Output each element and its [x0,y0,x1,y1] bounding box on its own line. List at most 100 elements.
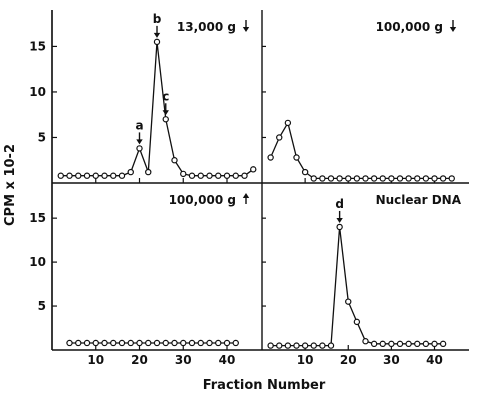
annotation-label-d: d [335,197,344,211]
data-point-p13k-4 [92,172,99,179]
panel-title-p13k: 13,000 g [177,20,236,34]
data-point-p100k_up-16 [206,339,213,347]
data-point-pnuc-0 [267,342,274,349]
data-point-p100k_down-13 [379,175,386,182]
data-point-pnuc-16 [405,340,412,348]
data-point-p100k_down-5 [310,175,317,182]
y-tick-label-p13k-15: 15 [29,39,46,53]
data-point-p100k_up-2 [83,339,91,347]
data-point-pnuc-15 [396,340,404,348]
y-tick-label-p100k_up-10: 10 [29,255,46,269]
x-tick-label-pnuc-20: 20 [340,353,357,367]
data-point-p13k-3 [83,172,91,179]
data-point-p13k-1 [66,172,73,179]
data-point-p100k_down-1 [276,134,283,141]
data-point-pnuc-11 [362,338,369,345]
data-point-p13k-16 [197,172,204,179]
panel-arrow-p100k_down [449,20,457,32]
data-point-p13k-5 [101,172,108,179]
data-point-p13k-0 [57,172,64,179]
series-line-pnuc [270,226,444,347]
data-point-pnuc-1 [276,342,283,349]
data-point-p100k_up-6 [118,339,126,347]
data-point-pnuc-18 [422,340,430,348]
data-point-p100k_down-9 [345,175,352,182]
annotation-arrow-a [136,132,143,145]
data-point-p100k_down-7 [327,175,335,182]
data-point-p100k_up-7 [127,339,134,347]
annotation-arrow-d [336,210,343,223]
annotation-label-a: a [135,118,143,132]
data-point-pnuc-14 [388,340,395,348]
data-point-pnuc-10 [353,318,361,326]
data-point-p100k_down-21 [448,175,455,182]
panel-title-p100k_up: 100,000 g [169,193,236,207]
data-point-p13k-22 [250,166,257,173]
annotation-arrow-c [162,103,169,116]
data-point-p100k_down-11 [362,175,369,182]
data-point-p100k_down-15 [396,175,404,182]
data-point-p100k_up-8 [136,339,143,347]
x-tick-label-p100k_up-30: 30 [175,353,192,367]
data-point-pnuc-7 [327,342,335,349]
data-point-pnuc-5 [310,342,317,349]
data-point-p100k_up-5 [110,339,117,347]
data-point-p100k_down-14 [388,175,395,182]
annotation-arrow-b [153,25,161,38]
x-tick-label-p100k_up-10: 10 [87,353,104,367]
data-point-p100k_down-3 [293,154,300,161]
data-point-p100k_down-2 [284,119,292,127]
data-point-p100k_up-13 [180,339,187,347]
data-point-pnuc-13 [379,340,386,348]
data-point-p13k-19 [223,172,231,179]
x-tick-label-pnuc-40: 40 [426,353,443,367]
data-point-p13k-7 [118,172,126,179]
annotation-label-b: b [153,12,162,26]
data-point-p100k_down-19 [431,175,438,182]
panel-title-p100k_down: 100,000 g [376,20,443,34]
y-tick-label-p13k-10: 10 [29,85,46,99]
data-point-pnuc-2 [284,342,292,349]
annotation-label-c: c [162,89,169,103]
data-point-pnuc-6 [319,342,326,349]
data-point-pnuc-20 [439,340,447,348]
data-point-p100k_down-0 [267,154,274,161]
data-point-p100k_down-4 [301,168,309,176]
data-point-p13k-21 [241,172,248,179]
panel-title-pnuc: Nuclear DNA [376,193,462,207]
data-point-p13k-15 [188,172,196,179]
data-point-pnuc-8 [336,223,343,231]
data-point-p13k-17 [206,172,213,179]
y-tick-label-p100k_up-15: 15 [29,211,46,225]
data-point-p100k_down-12 [370,175,378,182]
panel-arrow-p100k_up [242,193,250,204]
x-axis-label: Fraction Number [203,378,326,393]
data-point-p100k_up-3 [92,339,99,347]
x-tick-label-p100k_up-40: 40 [219,353,236,367]
panel-arrow-p13k [242,20,250,32]
data-point-p100k_down-6 [319,175,326,182]
data-point-pnuc-12 [370,340,378,348]
x-tick-label-p100k_up-20: 20 [131,353,148,367]
data-point-pnuc-17 [414,340,421,348]
data-point-p13k-2 [75,172,82,179]
data-point-p13k-9 [136,145,143,152]
data-point-p100k_up-14 [188,339,196,347]
x-tick-label-pnuc-30: 30 [383,353,400,367]
data-point-p100k_down-17 [414,175,421,182]
data-point-p13k-18 [215,172,222,179]
data-point-p13k-13 [171,157,178,164]
data-point-p100k_up-18 [223,339,231,347]
data-point-p13k-12 [162,116,169,123]
data-point-p100k_up-0 [66,339,73,347]
data-point-p13k-20 [232,172,239,179]
data-point-p100k_up-19 [232,339,239,347]
data-point-p100k_up-15 [197,339,204,347]
data-point-p13k-6 [110,172,117,179]
data-point-p100k_down-8 [336,175,343,182]
data-point-p13k-11 [153,38,161,46]
data-point-p100k_up-4 [101,339,108,347]
data-point-pnuc-19 [431,340,438,348]
data-point-p100k_down-18 [422,175,430,182]
